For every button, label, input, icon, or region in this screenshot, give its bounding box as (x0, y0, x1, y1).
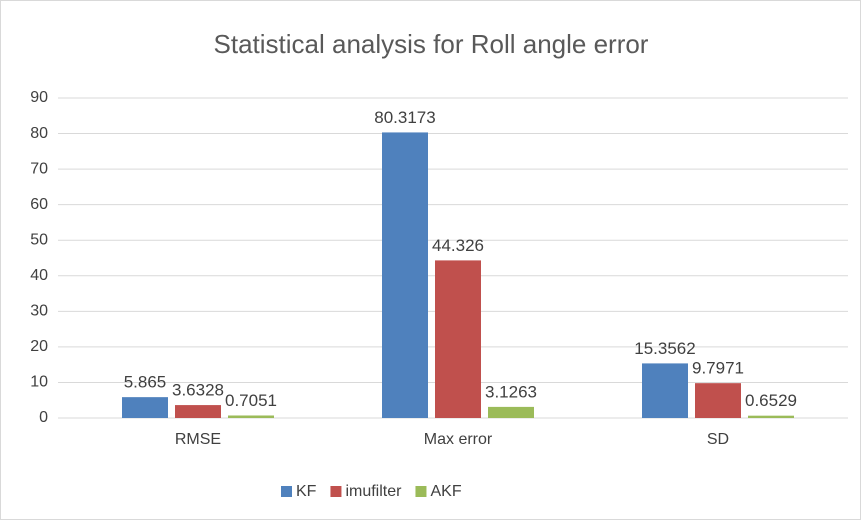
data-label: 15.3562 (634, 339, 695, 358)
chart-title: Statistical analysis for Roll angle erro… (214, 29, 649, 59)
bar (748, 415, 794, 418)
legend-swatch (281, 486, 292, 497)
data-label: 3.1263 (485, 382, 537, 401)
y-tick-label: 70 (30, 160, 48, 177)
y-tick-label: 0 (39, 409, 48, 426)
data-label: 44.326 (432, 236, 484, 255)
legend-label: AKF (430, 483, 461, 500)
x-tick-label: RMSE (175, 431, 221, 448)
y-tick-label: 80 (30, 125, 48, 142)
bar (435, 260, 481, 418)
data-label: 0.7051 (225, 391, 277, 410)
bar (488, 406, 534, 418)
legend-swatch (330, 486, 342, 497)
data-label: 0.6529 (745, 391, 797, 410)
data-label: 5.865 (124, 373, 167, 392)
bar (175, 405, 221, 418)
bar (642, 363, 688, 418)
y-tick-label: 40 (30, 267, 48, 284)
y-tick-label: 60 (30, 196, 48, 213)
bar (695, 383, 741, 418)
data-label: 9.7971 (692, 359, 744, 378)
y-tick-label: 10 (30, 374, 48, 391)
y-tick-label: 90 (30, 89, 48, 106)
bar (382, 132, 428, 419)
y-tick-label: 30 (30, 303, 48, 320)
data-label: 3.6328 (172, 381, 224, 400)
data-label: 80.3173 (374, 108, 435, 127)
legend-swatch (415, 486, 427, 497)
legend-label: imufilter (345, 483, 402, 500)
x-tick-label: Max error (424, 431, 493, 448)
y-tick-label: 50 (30, 231, 48, 248)
y-tick-label: 20 (30, 338, 48, 355)
legend-label: KF (296, 483, 317, 500)
x-tick-label: SD (707, 431, 729, 448)
bar (122, 397, 168, 418)
bar (228, 415, 274, 418)
